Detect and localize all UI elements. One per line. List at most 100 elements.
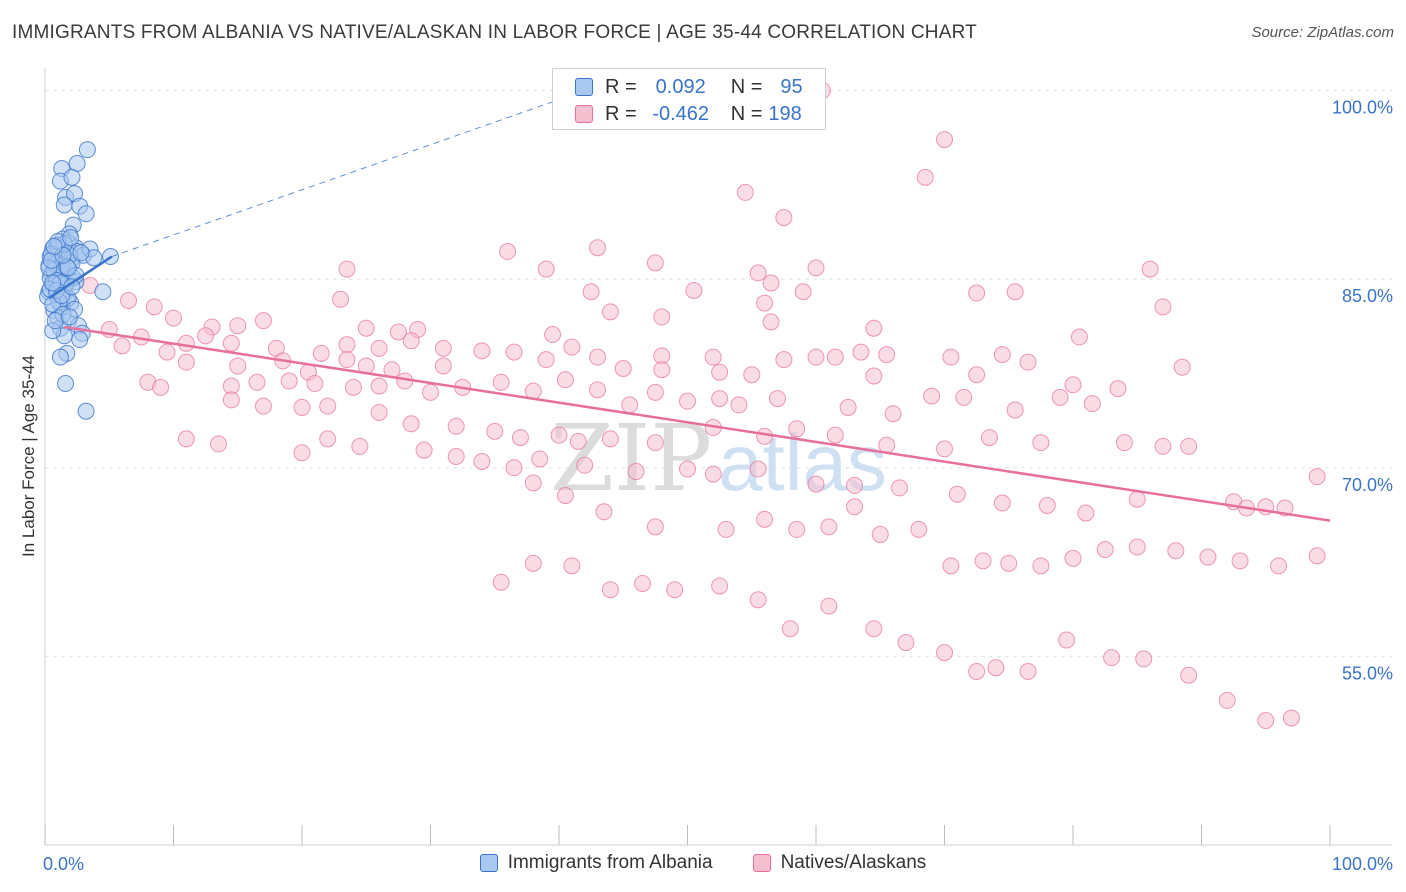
natives-point: [422, 383, 439, 401]
x-tick-labels: 0.0% 100.0%: [43, 854, 1393, 874]
natives-point: [447, 447, 465, 465]
natives-point: [1019, 353, 1037, 371]
natives-point: [113, 337, 131, 355]
natives-point: [1128, 538, 1146, 556]
natives-point: [222, 334, 240, 352]
natives-point: [589, 239, 607, 257]
natives-point: [254, 312, 272, 330]
axes: [44, 68, 1392, 846]
legend-row-albania: R = 0.092 N = 95: [575, 73, 803, 101]
natives-point: [916, 168, 934, 186]
natives-point: [910, 520, 928, 538]
natives-point: [589, 381, 607, 399]
natives-point: [891, 479, 909, 497]
natives-point: [679, 392, 696, 410]
natives-point: [646, 254, 664, 272]
albania-legend-label: Immigrants from Albania: [507, 852, 713, 873]
natives-point: [1128, 490, 1146, 508]
natives-point: [473, 342, 491, 360]
natives-point: [948, 485, 966, 503]
natives-point: [1308, 547, 1326, 565]
natives-point: [576, 456, 594, 474]
albania-point: [57, 375, 75, 393]
natives-point: [704, 465, 722, 483]
natives-point: [524, 554, 542, 572]
n-label: N =: [730, 102, 763, 125]
natives-point: [865, 620, 883, 638]
natives-point: [499, 243, 517, 261]
r-label: R =: [605, 102, 637, 125]
natives-point: [319, 430, 337, 448]
natives-point: [993, 346, 1011, 364]
natives-point: [974, 552, 992, 570]
albania-point: [55, 196, 73, 214]
natives-point: [280, 372, 298, 390]
natives-point: [614, 359, 632, 377]
natives-point: [846, 476, 864, 494]
natives-point: [865, 319, 883, 337]
natives-point: [1257, 712, 1275, 730]
n-value: 95: [780, 75, 803, 98]
natives-point: [936, 440, 953, 458]
y-tick-label: 55.0%: [1342, 663, 1393, 683]
natives-point: [1051, 388, 1069, 406]
natives-point: [486, 422, 504, 440]
natives-point: [254, 397, 272, 415]
n-value: 198: [768, 102, 802, 125]
natives-point: [955, 388, 973, 406]
natives-point: [826, 348, 844, 366]
natives-point: [505, 459, 523, 477]
natives-point: [1135, 650, 1153, 668]
natives-point: [338, 351, 356, 369]
albania-point: [45, 237, 63, 255]
natives-point: [627, 463, 645, 481]
natives-point: [1199, 548, 1217, 566]
natives-point: [968, 366, 986, 384]
natives-point: [704, 348, 722, 366]
natives-point: [730, 396, 748, 414]
natives-point: [768, 390, 786, 408]
natives-point: [1167, 542, 1185, 560]
natives-point: [1141, 260, 1159, 278]
natives-point: [846, 498, 864, 516]
natives-point: [1032, 557, 1050, 575]
natives-point: [621, 396, 639, 414]
natives-point: [120, 292, 138, 310]
natives-point: [711, 390, 729, 408]
natives-point: [736, 183, 754, 201]
natives-point: [492, 573, 510, 591]
natives-point: [344, 378, 362, 396]
natives-point: [556, 371, 574, 389]
natives-point: [229, 357, 247, 375]
natives-point: [370, 377, 388, 395]
y-axis-label: In Labor Force | Age 35-44: [19, 355, 38, 557]
natives-point: [794, 283, 812, 301]
natives-point: [852, 343, 870, 361]
natives-point: [865, 367, 883, 385]
natives-point: [749, 591, 767, 609]
r-value: -0.462: [652, 102, 710, 125]
natives-point: [582, 283, 600, 301]
albania-trend-extension: [111, 90, 585, 258]
natives-point: [1006, 401, 1024, 419]
natives-point: [788, 520, 806, 538]
natives-point: [756, 510, 774, 528]
natives-point: [550, 426, 568, 444]
natives-swatch: [575, 105, 593, 123]
natives-point: [145, 298, 163, 316]
natives-point: [473, 453, 491, 470]
albania-point: [78, 141, 96, 159]
natives-point: [1038, 497, 1056, 515]
natives-point: [1218, 691, 1236, 709]
r-value: 0.092: [655, 75, 706, 98]
natives-point: [524, 474, 542, 492]
natives-point: [711, 363, 729, 381]
albania-trend-line: [48, 255, 113, 300]
natives-point: [293, 444, 311, 462]
natives-point: [177, 334, 195, 352]
legend-item-natives: Natives/Alaskans: [752, 852, 926, 874]
natives-point: [1000, 554, 1018, 572]
natives-point: [781, 620, 799, 638]
natives-point: [434, 357, 452, 375]
